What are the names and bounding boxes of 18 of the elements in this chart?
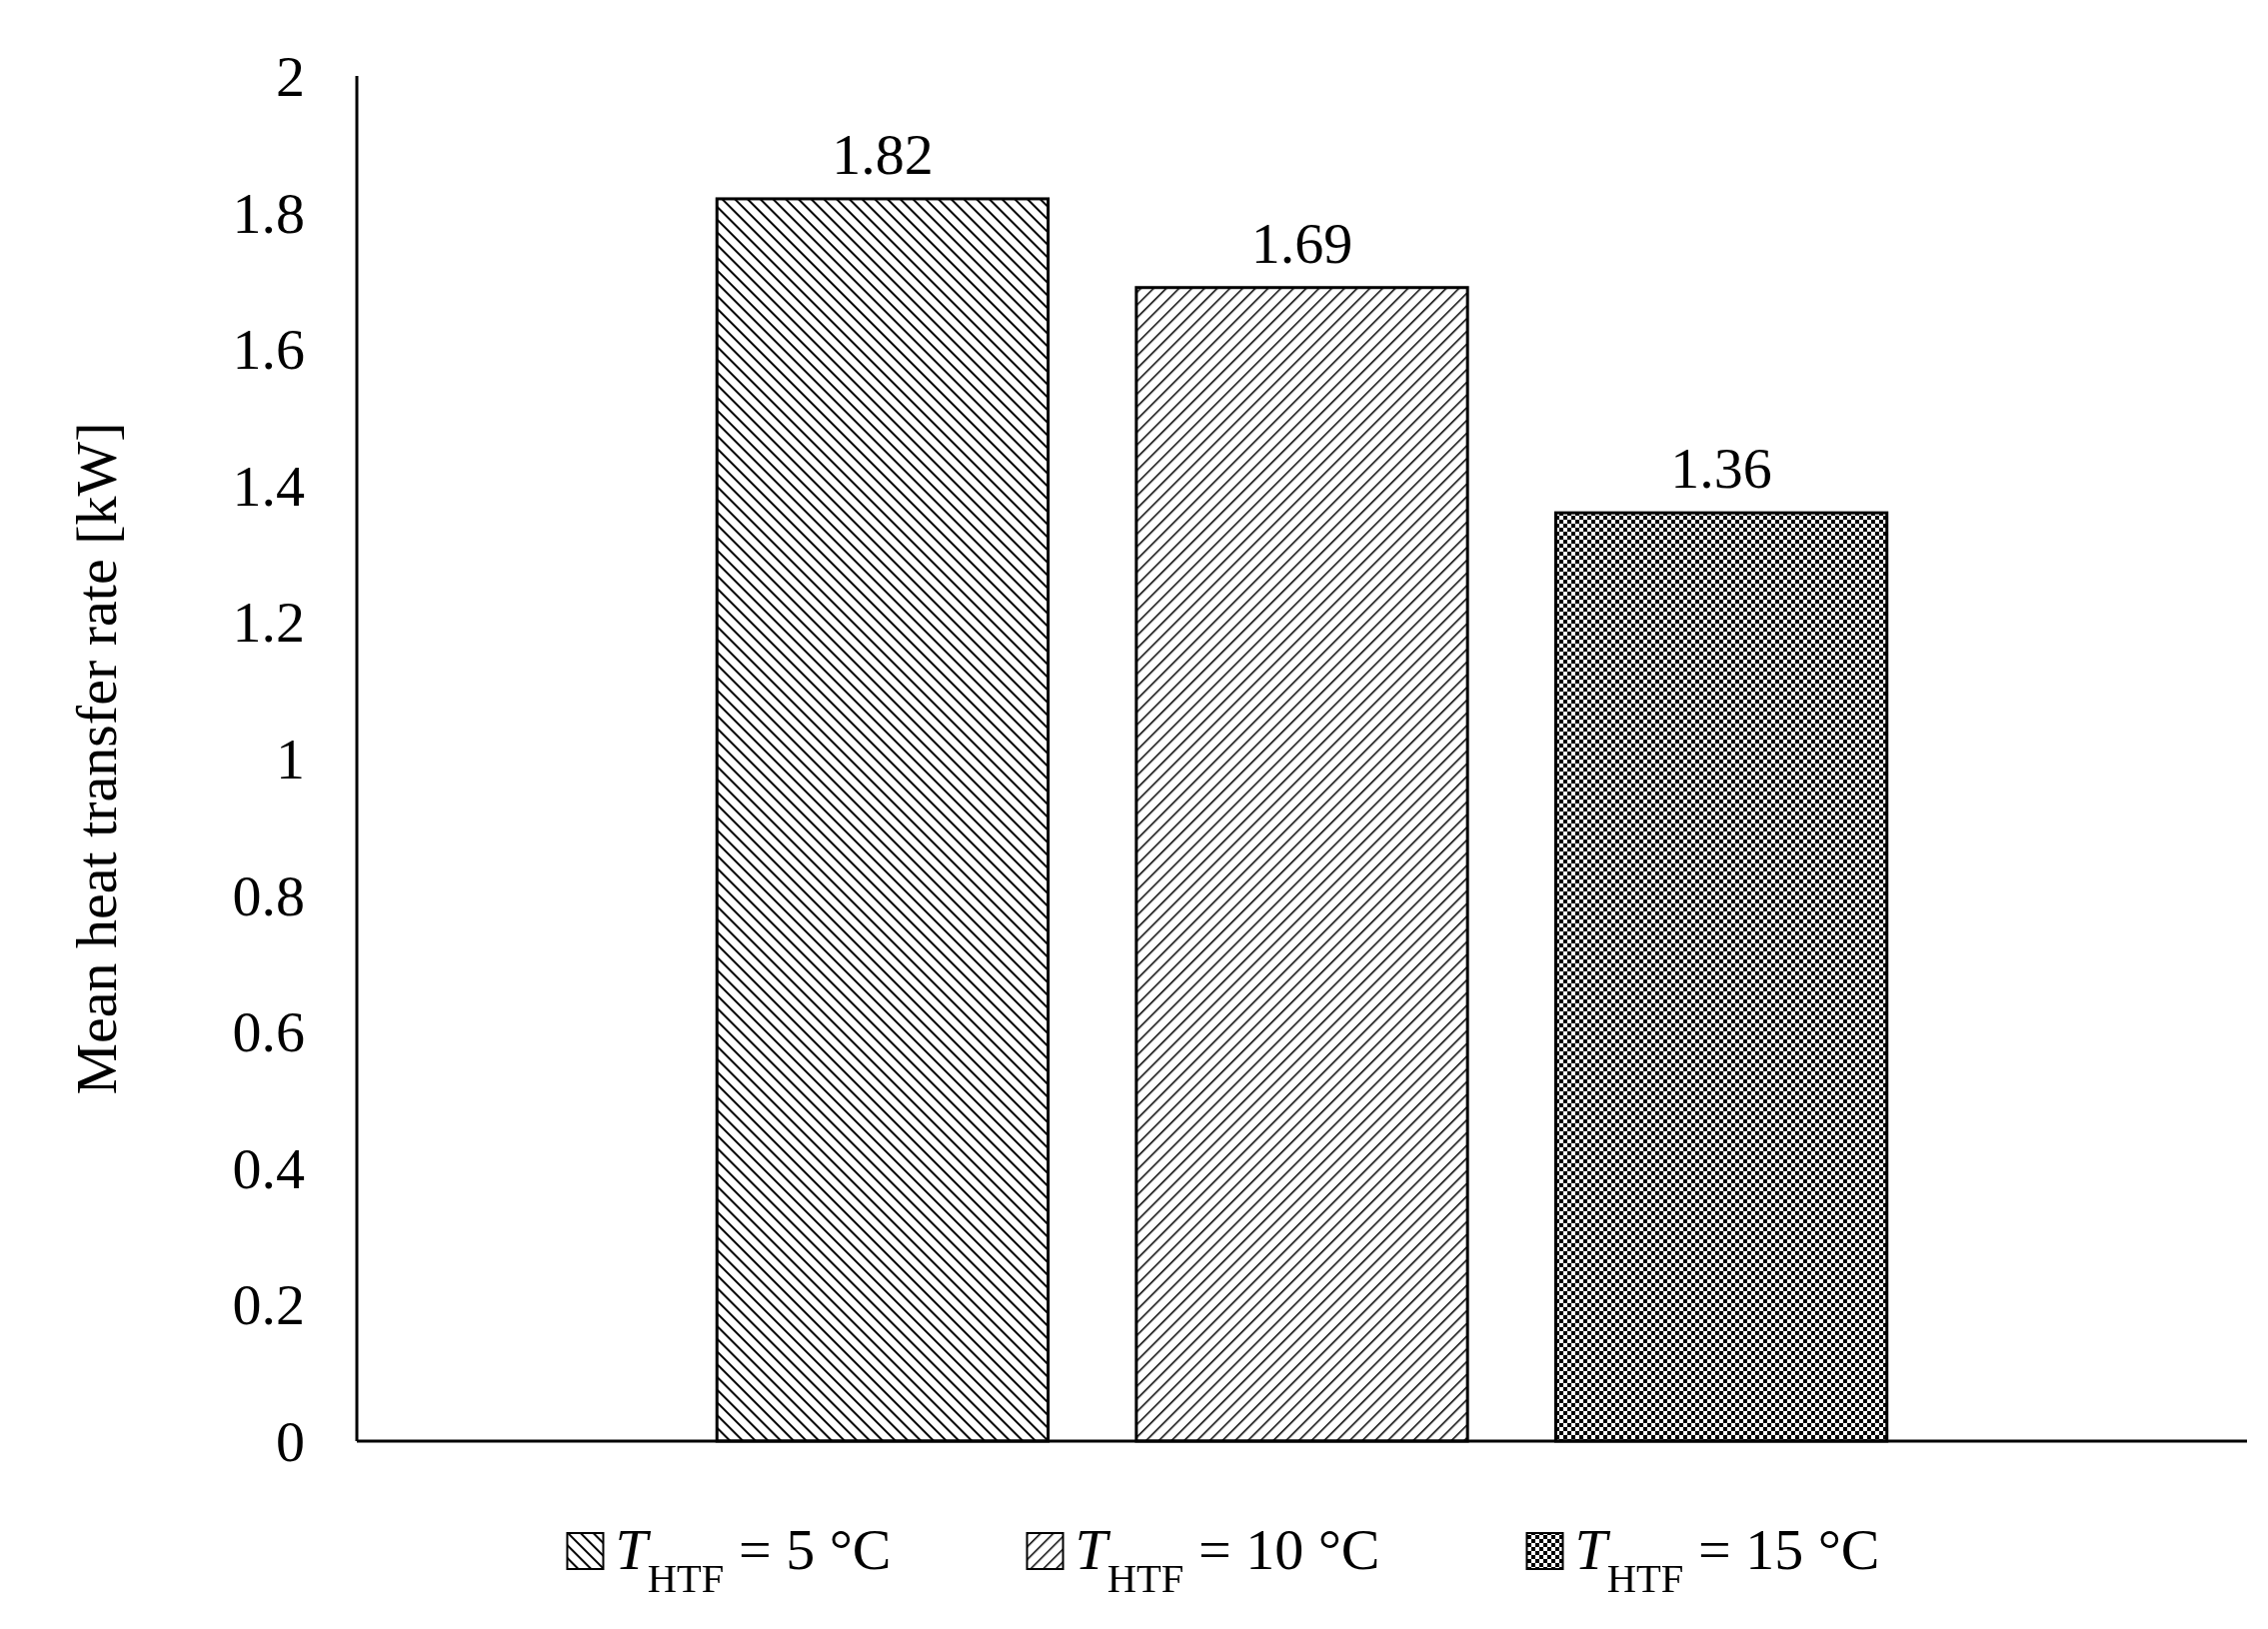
- data-label: 1.36: [1670, 436, 1772, 502]
- legend-label: T$_{HTF}$ = 15 °C: [1574, 1517, 1880, 1601]
- legend-label: T$_{HTF}$ = 10 °C: [1075, 1517, 1380, 1601]
- data-label: 1.82: [832, 121, 934, 187]
- y-tick-label: 2: [276, 44, 305, 109]
- y-tick-label: 0: [276, 1409, 305, 1474]
- y-axis-title: Mean heat transfer rate [kW]: [64, 422, 129, 1095]
- y-tick-label: 1.6: [232, 317, 305, 383]
- y-tick-label: 1: [276, 727, 305, 792]
- y-tick-label: 1.4: [232, 453, 305, 519]
- y-tick-label: 0.4: [232, 1135, 305, 1201]
- y-tick-label: 1.2: [232, 590, 305, 656]
- legend-label: T$_{HTF}$ = 5 °C: [615, 1517, 892, 1601]
- y-tick-label: 0.8: [232, 862, 305, 928]
- data-label: 1.69: [1250, 210, 1353, 276]
- y-tick-label: 0.2: [232, 1272, 305, 1338]
- y-tick-label: 0.6: [232, 999, 305, 1065]
- y-tick-label: 1.8: [232, 180, 305, 246]
